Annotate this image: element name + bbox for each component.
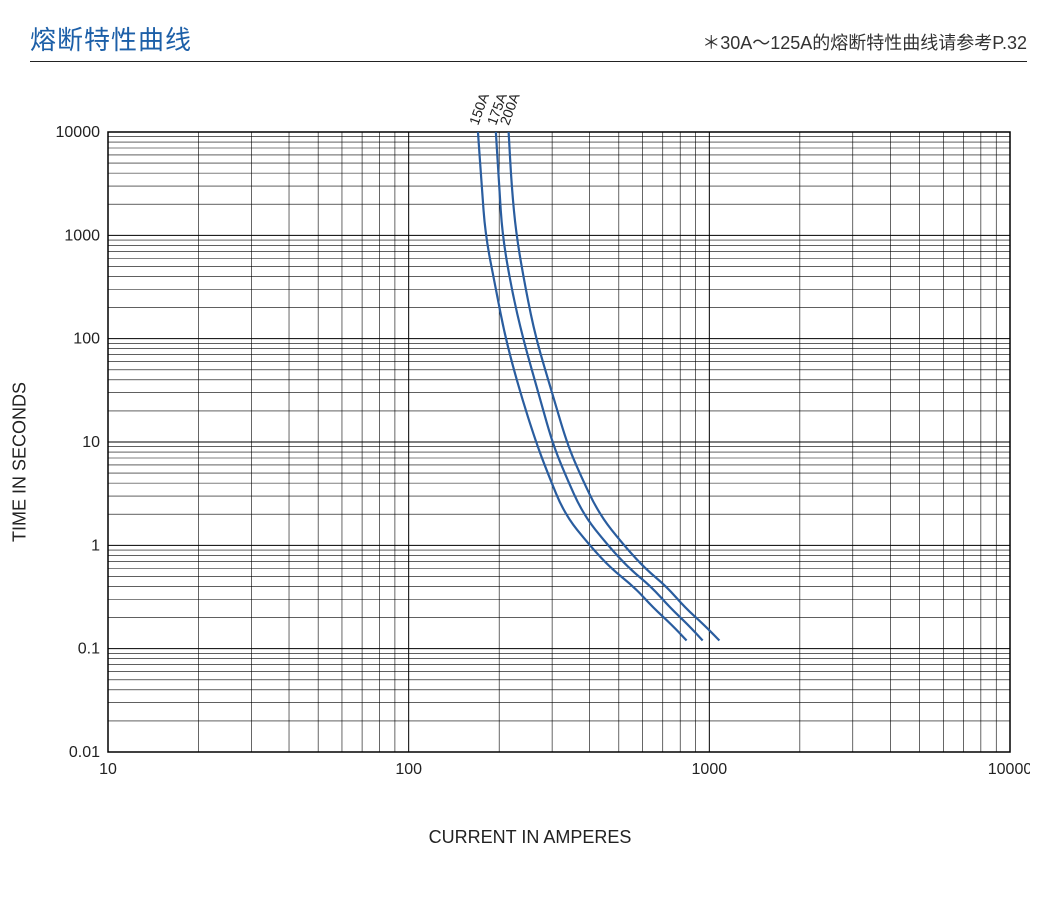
svg-text:1000: 1000 bbox=[692, 761, 728, 778]
svg-text:1000: 1000 bbox=[64, 227, 100, 244]
fuse-curve-chart: 101001000100000.010.1110100100010000150A… bbox=[30, 82, 1030, 802]
svg-text:10: 10 bbox=[82, 434, 100, 451]
page-title: 熔断特性曲线 bbox=[30, 20, 192, 57]
svg-text:100: 100 bbox=[73, 331, 100, 348]
svg-text:100: 100 bbox=[395, 761, 422, 778]
svg-text:1: 1 bbox=[91, 537, 100, 554]
page-subtitle: ＊30A～125A的熔断特性曲线请参考P.32 bbox=[702, 29, 1027, 55]
svg-text:10000: 10000 bbox=[56, 124, 101, 141]
x-axis-label: CURRENT IN AMPERES bbox=[429, 827, 632, 848]
svg-text:10: 10 bbox=[99, 761, 117, 778]
svg-text:10000: 10000 bbox=[988, 761, 1030, 778]
chart-container: TIME IN SECONDS 101001000100000.010.1110… bbox=[30, 82, 1030, 842]
svg-text:0.01: 0.01 bbox=[69, 744, 100, 761]
y-axis-label: TIME IN SECONDS bbox=[10, 382, 31, 542]
svg-text:0.1: 0.1 bbox=[78, 641, 100, 658]
header: 熔断特性曲线 ＊30A～125A的熔断特性曲线请参考P.32 bbox=[30, 20, 1027, 62]
page: 熔断特性曲线 ＊30A～125A的熔断特性曲线请参考P.32 TIME IN S… bbox=[0, 0, 1057, 908]
